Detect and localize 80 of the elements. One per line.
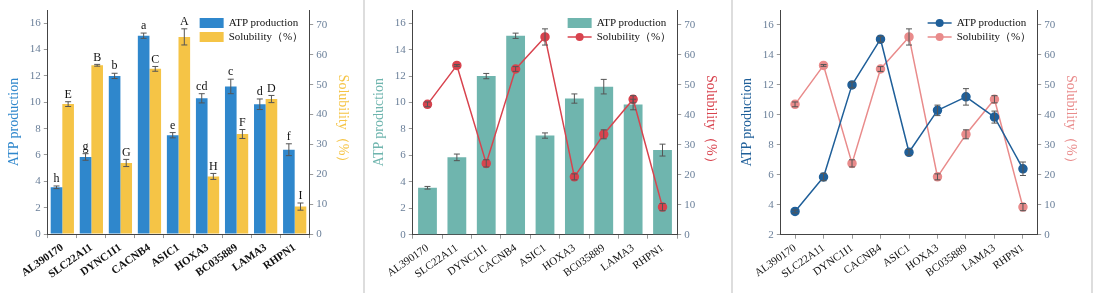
y-tick-label: 4	[768, 197, 775, 210]
y-tick-label: 10	[394, 95, 407, 108]
y-tick-label: 2	[768, 227, 774, 240]
legend-label: Solubility（%）	[228, 29, 304, 42]
data-label: e	[170, 117, 176, 132]
y2-tick-label: 0	[316, 226, 323, 239]
y2-tick-label: 70	[1044, 17, 1056, 30]
data-label: B	[93, 49, 102, 64]
y2-tick-label: 70	[316, 17, 328, 30]
y2-tick-label: 50	[1044, 77, 1056, 90]
y2-tick-label: 10	[1044, 197, 1056, 210]
data-label: g	[82, 138, 89, 153]
y2-axis-title: Solubility（%）	[1063, 74, 1079, 170]
y2-tick-label: 20	[684, 167, 696, 180]
y-tick-label: 6	[35, 147, 42, 160]
y2-tick-label: 60	[684, 47, 696, 60]
y-tick-label: 4	[35, 174, 42, 187]
y-tick-label: 16	[29, 16, 42, 29]
data-label: H	[209, 158, 219, 173]
data-label: C	[151, 51, 160, 66]
data-label: I	[298, 188, 303, 203]
data-label: F	[239, 114, 247, 129]
legend-label: Solubility（%）	[596, 29, 672, 42]
y-tick-label: 12	[762, 77, 774, 90]
y-tick-label: 4	[400, 174, 407, 187]
y2-tick-label: 50	[316, 77, 328, 90]
y2-tick-label: 10	[684, 197, 696, 210]
y-tick-label: 8	[35, 121, 42, 134]
data-label: cd	[196, 78, 208, 93]
y2-axis-title: Solubility（%）	[335, 74, 351, 170]
y-tick-label: 8	[768, 137, 775, 150]
data-label: b	[111, 58, 118, 73]
y2-tick-label: 40	[1044, 107, 1056, 120]
y-tick-label: 10	[762, 107, 775, 120]
data-label: a	[140, 18, 147, 33]
data-label: E	[64, 86, 72, 101]
y2-tick-label: 30	[684, 137, 696, 150]
y-tick-label: 14	[394, 42, 407, 55]
y2-axis-title: Solubility（%）	[703, 74, 719, 170]
y2-tick-label: 10	[316, 197, 328, 210]
y2-tick-label: 0	[684, 227, 691, 240]
y2-tick-label: 0	[1044, 227, 1051, 240]
y-tick-label: 12	[29, 68, 41, 81]
legend-label: ATP production	[228, 15, 299, 28]
y-tick-label: 6	[768, 167, 775, 180]
data-label: f	[286, 128, 291, 143]
y-tick-label: 0	[400, 227, 407, 240]
data-label: G	[121, 144, 131, 159]
legend-label: ATP production	[596, 15, 667, 28]
y2-tick-label: 20	[1044, 167, 1056, 180]
y-tick-label: 10	[29, 95, 42, 108]
y2-tick-label: 60	[1044, 47, 1056, 60]
y-tick-label: 14	[29, 42, 42, 55]
y2-tick-label: 20	[316, 167, 328, 180]
y-axis-title: ATP production	[739, 78, 755, 167]
y-tick-label: 16	[762, 17, 775, 30]
y-tick-label: 12	[394, 68, 406, 81]
y-tick-label: 0	[35, 226, 42, 239]
y2-tick-label: 40	[316, 107, 328, 120]
y-tick-label: 2	[35, 200, 41, 213]
y2-tick-label: 60	[316, 47, 328, 60]
y2-tick-label: 50	[684, 77, 696, 90]
y-tick-label: 2	[400, 201, 406, 214]
y-tick-label: 8	[400, 121, 407, 134]
y2-tick-label: 70	[684, 17, 696, 30]
data-label: d	[256, 84, 263, 99]
y-axis-title: ATP production	[371, 78, 387, 167]
y-tick-label: 16	[394, 16, 407, 29]
y-axis-title: ATP production	[6, 77, 22, 167]
y-tick-label: 14	[762, 47, 775, 60]
data-label: h	[53, 171, 60, 186]
y2-tick-label: 40	[684, 107, 696, 120]
data-label: D	[267, 80, 277, 95]
legend-label: Solubility（%）	[956, 29, 1032, 42]
legend-label: ATP production	[956, 15, 1027, 28]
y2-tick-label: 30	[1044, 137, 1056, 150]
y2-tick-label: 30	[316, 137, 328, 150]
data-label: c	[228, 64, 234, 79]
y-tick-label: 6	[400, 148, 407, 161]
data-label: A	[179, 13, 189, 28]
